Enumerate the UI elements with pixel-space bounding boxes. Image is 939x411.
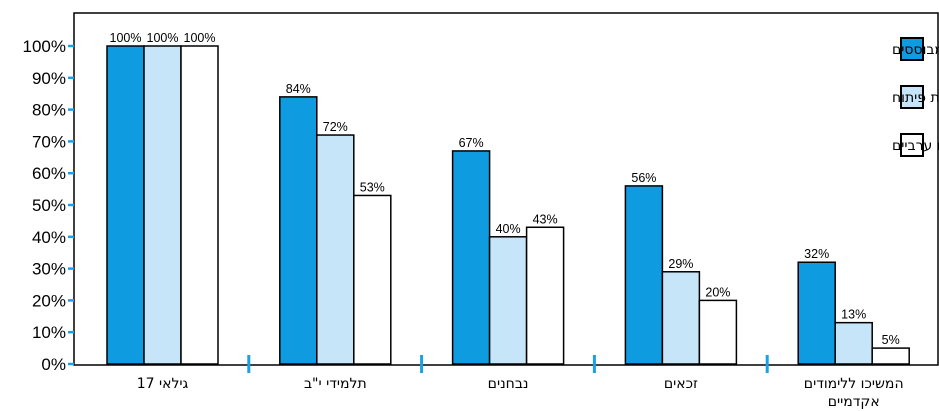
category-label: אקדמיים bbox=[828, 394, 880, 410]
y-tick-label: 80% bbox=[32, 101, 66, 120]
y-tick-label: 50% bbox=[32, 196, 66, 215]
bar-value-label: 53% bbox=[360, 180, 385, 194]
legend-label: יישובים ערביים bbox=[892, 138, 939, 154]
bar-value-label: 100% bbox=[110, 31, 142, 45]
bar bbox=[316, 134, 355, 365]
bar bbox=[279, 96, 318, 365]
category-label: תלמידי י"ב bbox=[304, 376, 367, 392]
y-tick-label: 70% bbox=[32, 132, 66, 151]
legend-label: יישובים מבוססים bbox=[892, 42, 939, 58]
bar bbox=[834, 321, 873, 365]
bar-value-label: 40% bbox=[496, 222, 521, 236]
bar bbox=[661, 271, 701, 365]
legend-swatch bbox=[900, 37, 924, 61]
legend-swatch bbox=[900, 85, 924, 109]
bar bbox=[488, 236, 528, 365]
bar-value-label: 5% bbox=[882, 333, 900, 347]
bar bbox=[180, 45, 219, 365]
category-label: גילאי 17 bbox=[137, 376, 189, 392]
bar bbox=[797, 261, 836, 365]
y-tick-label: 100% bbox=[23, 37, 66, 56]
bar-value-label: 13% bbox=[841, 308, 866, 322]
category-label: זכאים bbox=[664, 376, 698, 392]
bar bbox=[451, 150, 491, 365]
legend-label: עיירות פיתוח bbox=[892, 90, 939, 106]
bar bbox=[353, 194, 392, 365]
bar bbox=[525, 226, 565, 365]
bar-value-label: 56% bbox=[631, 171, 656, 185]
bar-value-label: 72% bbox=[323, 120, 348, 134]
category-label: נבחנים bbox=[488, 376, 529, 392]
y-tick-label: 10% bbox=[32, 323, 66, 342]
y-tick-label: 40% bbox=[32, 228, 66, 247]
legend-swatch bbox=[900, 133, 924, 157]
bar-value-label: 32% bbox=[804, 247, 829, 261]
bar bbox=[624, 185, 664, 365]
y-axis: 0% 10% 20% 30% 40% 50% 60% 70% 80% 90% 100% bbox=[23, 37, 74, 374]
bar bbox=[698, 299, 738, 365]
y-tick-label: 0% bbox=[41, 355, 66, 374]
y-tick-label: 60% bbox=[32, 164, 66, 183]
bar-value-label: 84% bbox=[286, 82, 311, 96]
bar-value-label: 43% bbox=[533, 212, 558, 226]
bar bbox=[871, 347, 910, 365]
y-tick-label: 30% bbox=[32, 260, 66, 279]
category-label: המשיכו ללימודים bbox=[804, 376, 904, 392]
bar-value-label: 29% bbox=[668, 257, 693, 271]
bar-value-label: 67% bbox=[459, 136, 484, 150]
bar bbox=[106, 45, 145, 365]
bar-value-label: 20% bbox=[705, 285, 730, 299]
bar-value-label: 100% bbox=[147, 31, 179, 45]
bar-value-label: 100% bbox=[184, 31, 216, 45]
bar bbox=[143, 45, 182, 365]
x-axis: גילאי 17 תלמידי י"ב נבחנים זכאים המשיכו ללימ… bbox=[137, 355, 904, 410]
legend: יישובים מבוססים עיירות פיתוח יישובים ערביי… bbox=[892, 37, 939, 157]
bars: 100% 100% 100% 84% 72% 53% 67% 40% 43% 56% 29% 20% 3… bbox=[106, 31, 910, 365]
y-tick-label: 90% bbox=[32, 69, 66, 88]
y-tick-label: 20% bbox=[32, 291, 66, 310]
